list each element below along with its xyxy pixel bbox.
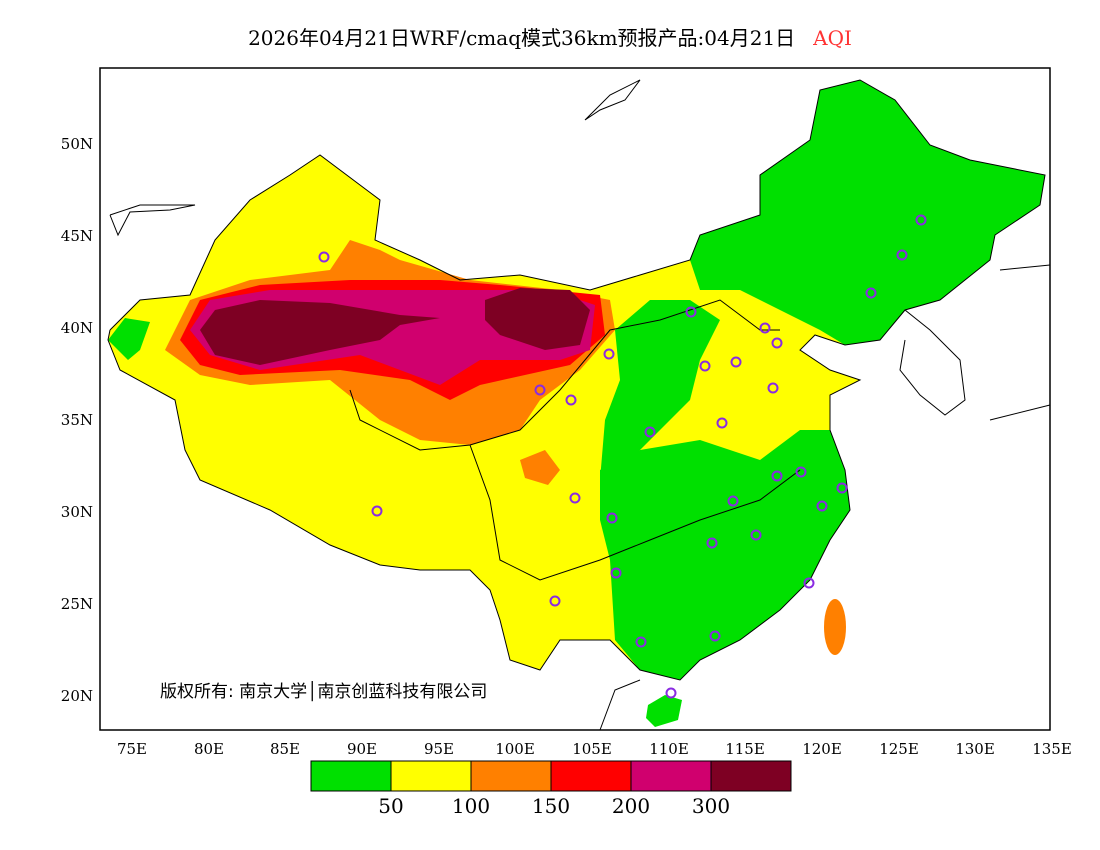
lon-tick-label: 130E <box>955 740 995 758</box>
city-marker <box>767 382 779 394</box>
lon-tick-label: 120E <box>802 740 842 758</box>
city-marker <box>716 417 728 429</box>
city-marker <box>644 426 656 438</box>
city-marker <box>606 512 618 524</box>
city-marker <box>836 482 848 494</box>
aqi-region-green-west <box>108 318 150 360</box>
city-marker <box>865 287 877 299</box>
aqi-region-orange-sichuan <box>520 450 560 485</box>
lat-tick-label: 20N <box>61 687 93 705</box>
coastline-japan <box>989 404 1051 421</box>
city-marker <box>603 348 615 360</box>
legend-swatch <box>550 760 632 792</box>
title-variable: AQI <box>813 26 852 50</box>
boundaries <box>107 79 1051 731</box>
legend-label: 150 <box>532 794 570 818</box>
lon-tick-label: 90E <box>347 740 377 758</box>
city-marker <box>816 500 828 512</box>
city-marker <box>803 577 815 589</box>
lon-tick-label: 100E <box>495 740 535 758</box>
city-marker <box>730 356 742 368</box>
city-marker <box>709 630 721 642</box>
lon-tick-label: 135E <box>1032 740 1072 758</box>
coastline-sakhalin <box>999 264 1051 271</box>
map-frame <box>99 67 1051 731</box>
lat-tick-label: 30N <box>61 503 93 521</box>
color-legend <box>310 760 792 792</box>
copyright-text: 版权所有: 南京大学│南京创蓝科技有限公司 <box>160 681 487 702</box>
legend-swatch <box>310 760 392 792</box>
city-marker <box>610 567 622 579</box>
aqi-field <box>108 80 1045 727</box>
legend-label: 100 <box>452 794 490 818</box>
legend-label: 50 <box>378 794 403 818</box>
legend-label: 200 <box>612 794 650 818</box>
coastline-lake <box>109 204 196 237</box>
city-marker <box>549 595 561 607</box>
city-marker <box>727 495 739 507</box>
lat-tick-label: 25N <box>61 595 93 613</box>
aqi-region-maroon-east <box>485 288 590 350</box>
lon-tick-label: 75E <box>117 740 147 758</box>
lon-tick-label: 105E <box>572 740 612 758</box>
coastline-russia <box>584 79 641 121</box>
aqi-region-green-central <box>600 300 720 480</box>
legend-swatch <box>710 760 792 792</box>
city-marker <box>771 337 783 349</box>
city-markers <box>318 214 927 699</box>
aqi-region-maroon-west <box>200 300 440 365</box>
lon-tick-label: 85E <box>270 740 300 758</box>
lon-axis: 75E 80E 85E 90E 95E 100E 105E 110E 115E … <box>117 740 1072 758</box>
legend-labels: 50 100 150 200 300 <box>378 794 730 818</box>
map-title: 2026年04月21日WRF/cmaq模式36km预报产品:04月21日 AQI <box>0 22 1100 51</box>
coastline-southeast-asia <box>599 679 641 731</box>
city-marker <box>635 636 647 648</box>
aqi-region-green-hainan <box>646 695 682 727</box>
title-main: 2026年04月21日WRF/cmaq模式36km预报产品:04月21日 <box>248 26 796 50</box>
province-borders-2 <box>469 444 801 581</box>
city-marker <box>534 384 546 396</box>
city-marker <box>565 394 577 406</box>
aqi-region-green-northeast <box>690 80 1045 345</box>
lon-tick-label: 115E <box>725 740 765 758</box>
city-marker <box>665 687 677 699</box>
city-marker <box>318 251 330 263</box>
lat-tick-label: 40N <box>61 319 93 337</box>
legend-swatch <box>630 760 712 792</box>
city-marker <box>750 529 762 541</box>
city-marker <box>371 505 383 517</box>
aqi-region-green-southeast <box>600 430 850 680</box>
city-marker <box>759 322 771 334</box>
lon-tick-label: 110E <box>649 740 689 758</box>
aqi-region-taiwan <box>824 599 846 655</box>
city-marker <box>795 466 807 478</box>
city-marker <box>706 537 718 549</box>
city-marker <box>699 360 711 372</box>
china-border <box>107 79 1046 681</box>
lon-tick-label: 95E <box>424 740 454 758</box>
lat-tick-label: 50N <box>61 135 93 153</box>
lat-tick-label: 35N <box>61 411 93 429</box>
lat-axis: 50N 45N 40N 35N 30N 25N 20N <box>61 135 93 705</box>
legend-swatch <box>470 760 552 792</box>
coastline-korea <box>899 309 966 416</box>
city-marker <box>915 214 927 226</box>
legend-swatch <box>390 760 472 792</box>
lon-tick-label: 80E <box>194 740 224 758</box>
city-marker <box>896 249 908 261</box>
province-borders <box>349 299 780 451</box>
lon-tick-label: 125E <box>879 740 919 758</box>
lat-tick-label: 45N <box>61 227 93 245</box>
city-marker <box>569 492 581 504</box>
city-marker <box>685 306 697 318</box>
legend-label: 300 <box>692 794 730 818</box>
city-marker <box>771 470 783 482</box>
